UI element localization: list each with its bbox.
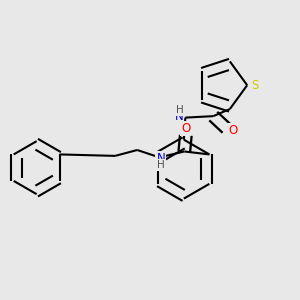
Text: H: H	[176, 105, 183, 115]
Text: S: S	[251, 79, 258, 92]
Text: H: H	[157, 160, 165, 170]
Text: O: O	[181, 122, 190, 135]
Text: O: O	[228, 124, 238, 137]
Text: N: N	[156, 152, 165, 165]
Text: N: N	[175, 110, 183, 123]
